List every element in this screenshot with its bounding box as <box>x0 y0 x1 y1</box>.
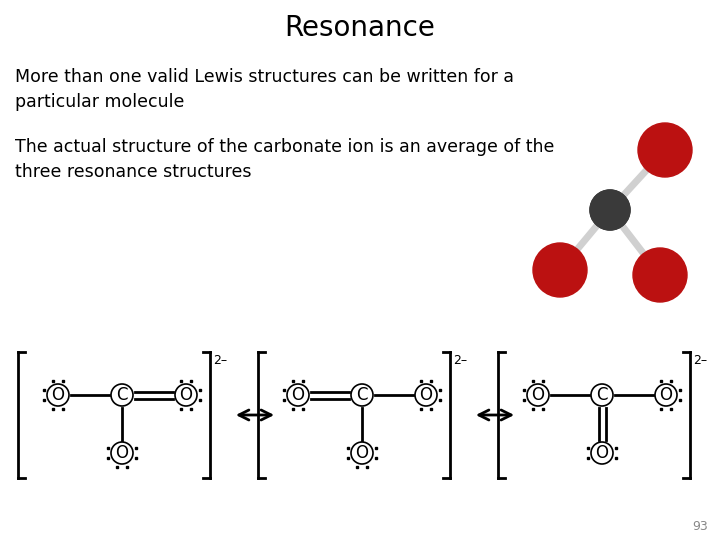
Text: More than one valid Lewis structures can be written for a
particular molecule: More than one valid Lewis structures can… <box>15 68 514 111</box>
Text: C: C <box>116 386 127 404</box>
Text: O: O <box>179 386 192 404</box>
Text: Resonance: Resonance <box>284 14 436 42</box>
Circle shape <box>633 248 687 302</box>
Text: 2–: 2– <box>693 354 707 367</box>
Text: O: O <box>292 386 305 404</box>
Circle shape <box>638 123 692 177</box>
Text: O: O <box>531 386 544 404</box>
Text: O: O <box>595 444 608 462</box>
Text: O: O <box>420 386 433 404</box>
Text: O: O <box>660 386 672 404</box>
Circle shape <box>533 243 587 297</box>
Text: O: O <box>115 444 128 462</box>
Text: The actual structure of the carbonate ion is an average of the
three resonance s: The actual structure of the carbonate io… <box>15 138 554 181</box>
Text: O: O <box>356 444 369 462</box>
Text: C: C <box>596 386 608 404</box>
Text: O: O <box>52 386 65 404</box>
Text: C: C <box>356 386 368 404</box>
Text: 2–: 2– <box>453 354 467 367</box>
Text: 93: 93 <box>692 520 708 533</box>
Text: 2–: 2– <box>213 354 227 367</box>
Circle shape <box>590 190 630 230</box>
Circle shape <box>590 190 630 230</box>
